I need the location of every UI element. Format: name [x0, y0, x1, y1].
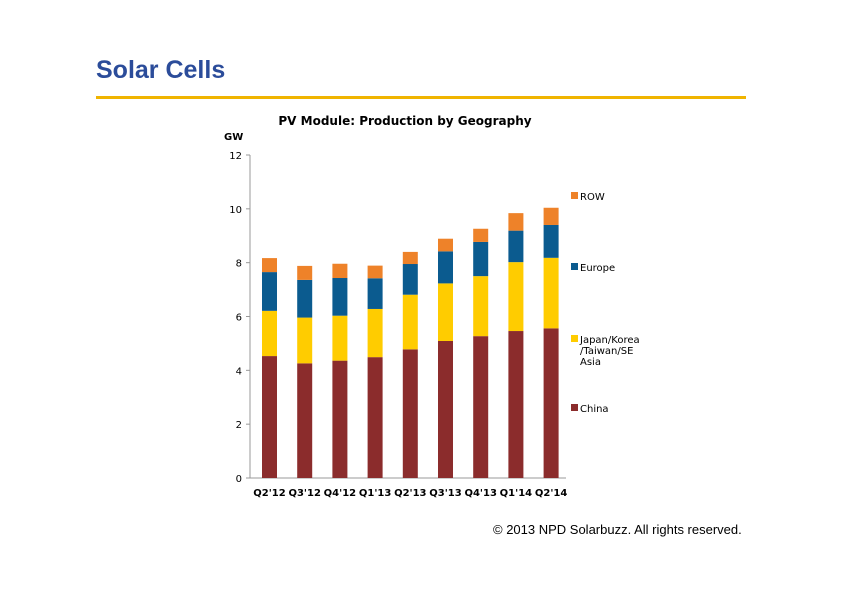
x-tick-label: Q3'12 [288, 488, 320, 499]
bar-segment-china [473, 336, 489, 478]
bar-segment-japan [438, 283, 453, 341]
bar-segment-europe [297, 279, 313, 318]
legend-label: Japan/Korea/Taiwan/SE Asia [579, 335, 640, 368]
bar-segment-japan [332, 315, 348, 361]
legend-label: Europe [580, 263, 615, 274]
bar-segment-japan [473, 276, 489, 337]
bar-segment-europe [402, 264, 418, 295]
legend-label: ROW [580, 192, 605, 203]
x-tick-label: Q1'13 [359, 488, 391, 499]
x-tick-label: Q1'14 [500, 488, 532, 499]
x-tick-label: Q2'13 [394, 488, 426, 499]
bar-segment-europe [332, 278, 348, 316]
bar-segment-japan [543, 257, 559, 329]
bar-segment-row [262, 258, 277, 273]
bar-segment-japan [508, 262, 524, 332]
bar-segment-row [438, 238, 453, 252]
bar-segment-europe [367, 278, 383, 309]
legend-swatch [571, 335, 578, 342]
bar-segment-row [297, 265, 313, 280]
bar-segment-china [367, 357, 383, 478]
bar-segment-japan [402, 294, 418, 350]
bar-segment-europe [543, 224, 559, 258]
bar-segment-row [543, 207, 559, 225]
bar-segment-china [508, 331, 524, 478]
x-tick-label: Q2'12 [253, 488, 285, 499]
legend-swatch [571, 404, 578, 411]
bar-segment-china [332, 360, 348, 478]
bar-segment-row [367, 265, 383, 279]
legend-swatch [571, 192, 578, 199]
bar-segment-row [402, 251, 418, 265]
y-tick-label: 4 [236, 366, 242, 377]
y-tick-label: 12 [229, 151, 242, 162]
x-tick-label: Q3'13 [429, 488, 461, 499]
bar-segment-china [297, 363, 313, 478]
bar-segment-row [508, 213, 524, 231]
x-tick-label: Q4'13 [464, 488, 496, 499]
title-underline [96, 96, 746, 99]
x-tick-label: Q2'14 [535, 488, 567, 499]
chart-title: PV Module: Production by Geography [278, 114, 531, 128]
bar-segment-china [262, 356, 277, 478]
y-tick-label: 10 [229, 205, 242, 216]
bar-segment-europe [438, 251, 453, 284]
x-tick-label: Q4'12 [324, 488, 356, 499]
bar-segment-china [543, 328, 559, 478]
bar-segment-japan [262, 310, 277, 357]
slide-title: Solar Cells [96, 56, 226, 84]
legend-label: China [580, 404, 609, 415]
y-tick-label: 2 [236, 420, 242, 431]
bar-segment-row [473, 228, 489, 242]
legend-swatch [571, 263, 578, 270]
y-tick-label: 8 [236, 259, 242, 270]
bar-segment-china [402, 349, 418, 478]
bar-segment-row [332, 263, 348, 279]
bar-segment-japan [297, 317, 313, 364]
y-tick-label: 6 [236, 313, 242, 324]
bar-segment-china [438, 340, 453, 478]
bar-segment-europe [508, 230, 524, 263]
bar-segment-europe [473, 241, 489, 277]
y-tick-label: 0 [236, 474, 242, 485]
copyright-text: © 2013 NPD Solarbuzz. All rights reserve… [493, 522, 742, 537]
bar-segment-japan [367, 308, 383, 358]
bar-segment-europe [262, 272, 277, 311]
y-axis-label: GW [224, 132, 243, 143]
